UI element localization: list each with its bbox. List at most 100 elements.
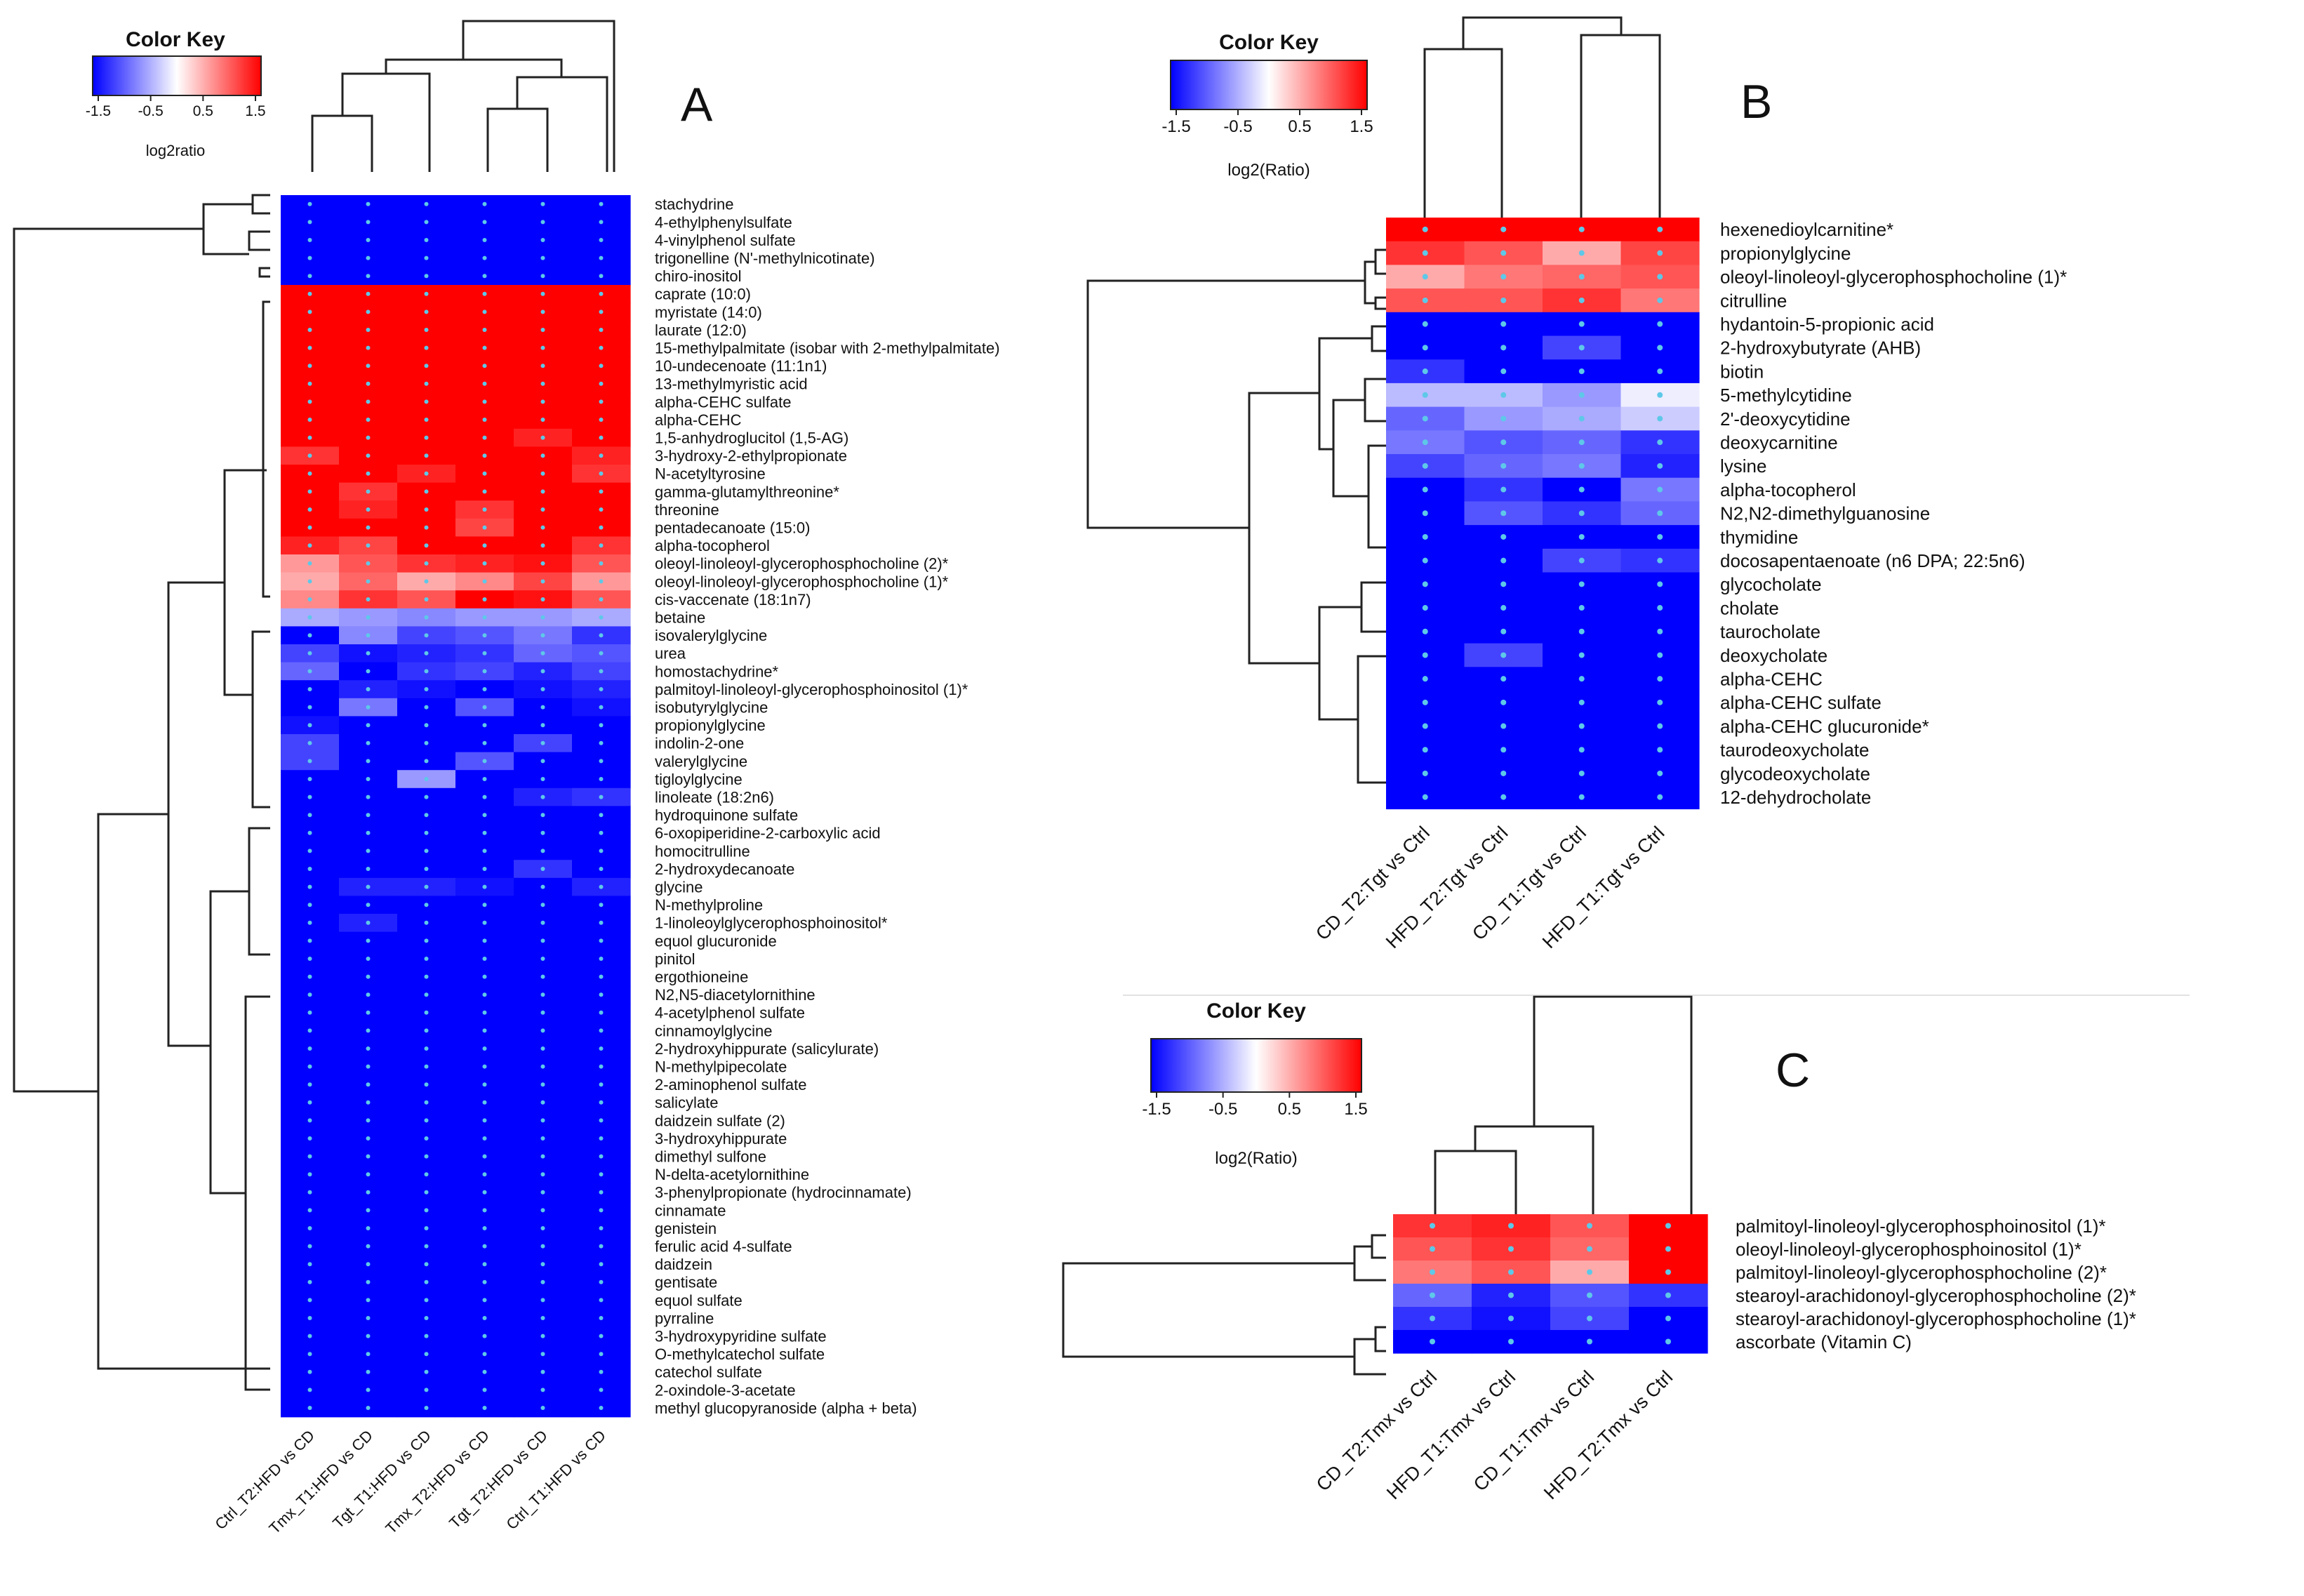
heatmap-cell-marker — [307, 1172, 312, 1177]
heatmap-cell-marker — [599, 849, 604, 853]
heatmap-cell-marker — [1657, 699, 1663, 705]
color-key-gradient — [1150, 1038, 1362, 1093]
heatmap-cell-marker — [540, 310, 545, 314]
heatmap-cell-marker — [599, 489, 604, 494]
heatmap-cell-marker — [1587, 1223, 1592, 1229]
heatmap-cell-marker — [1500, 628, 1507, 634]
row-label: 10-undecenoate (11:1n1) — [655, 357, 827, 375]
heatmap-cell-marker — [1578, 274, 1585, 280]
heatmap-cell-marker — [1500, 652, 1507, 658]
heatmap-cell-marker — [1578, 463, 1585, 469]
row-label: ferulic acid 4-sulfate — [655, 1238, 792, 1256]
heatmap-cell-marker — [307, 903, 312, 907]
row-label: N2,N2-dimethylguanosine — [1720, 503, 1930, 524]
heatmap-cell-marker — [1430, 1246, 1435, 1252]
heatmap-cell-marker — [482, 1190, 487, 1195]
row-label: 4-acetylphenol sulfate — [655, 1004, 805, 1022]
color-key-bar-b — [1170, 60, 1368, 110]
heatmap-cell-marker — [599, 615, 604, 620]
heatmap-cell-marker — [599, 651, 604, 656]
heatmap-cell-marker — [482, 1279, 487, 1284]
row-label: 3-hydroxy-2-ethylpropionate — [655, 447, 847, 465]
heatmap-cell-marker — [1500, 321, 1507, 327]
heatmap-cell-marker — [1508, 1269, 1514, 1275]
heatmap-cell-marker — [1657, 510, 1663, 517]
heatmap-cell-marker — [599, 1334, 604, 1338]
heatmap-cell-marker — [1665, 1292, 1671, 1298]
heatmap-cell-marker — [599, 274, 604, 279]
heatmap-cell-marker — [1422, 321, 1428, 327]
heatmap-cell-marker — [482, 777, 487, 781]
heatmap-cell-marker — [424, 1154, 429, 1159]
row-label: stearoyl-arachidonoyl-glycerophosphochol… — [1736, 1308, 2136, 1329]
row-label: pentadecanoate (15:0) — [655, 519, 810, 537]
heatmap-cell-marker — [1422, 274, 1428, 280]
heatmap-cell-marker — [1508, 1338, 1514, 1345]
panel-a-label: A — [681, 78, 713, 131]
heatmap-cell-marker — [599, 1352, 604, 1357]
heatmap-cell-marker — [599, 1316, 604, 1320]
heatmap-c — [1393, 1214, 1708, 1354]
heatmap-cell-marker — [307, 525, 312, 530]
heatmap-cell-marker — [424, 1208, 429, 1213]
heatmap-cell-marker — [366, 633, 371, 638]
heatmap-cell-marker — [540, 1369, 545, 1374]
heatmap-cell-marker — [307, 723, 312, 728]
heatmap-cell-marker — [424, 1118, 429, 1123]
heatmap-cell-marker — [540, 1262, 545, 1267]
color-key-scale-label-b: log2(Ratio) — [1227, 161, 1310, 180]
heatmap-cell-marker — [482, 507, 487, 512]
heatmap-cell-marker — [482, 794, 487, 799]
color-key-tick-label: -0.5 — [1208, 1100, 1237, 1119]
heatmap-cell-marker — [307, 777, 312, 781]
heatmap-cell-marker — [366, 291, 371, 296]
heatmap-cell-marker — [366, 1334, 371, 1338]
color-key-tick-label: 0.5 — [1288, 117, 1311, 136]
heatmap-cell-marker — [424, 1064, 429, 1069]
heatmap-cell-marker — [540, 1208, 545, 1213]
heatmap-cell-marker — [482, 1064, 487, 1069]
heatmap-cell-marker — [599, 201, 604, 206]
heatmap-cell-marker — [424, 957, 429, 961]
heatmap-cell-marker — [599, 561, 604, 566]
heatmap-cell-marker — [307, 1046, 312, 1051]
row-label: alpha-CEHC — [655, 411, 742, 429]
heatmap-cell-marker — [1430, 1269, 1435, 1275]
heatmap-cell-marker — [307, 1136, 312, 1141]
heatmap-cell-marker — [424, 1316, 429, 1320]
heatmap-cell-marker — [482, 1010, 487, 1015]
heatmap-cell-marker — [307, 238, 312, 242]
heatmap-cell-marker — [366, 1352, 371, 1357]
heatmap-cell-marker — [482, 1388, 487, 1392]
row-label: threonine — [655, 501, 719, 519]
heatmap-cell-marker — [424, 399, 429, 404]
heatmap-cell-marker — [366, 1262, 371, 1267]
heatmap-cell-marker — [366, 507, 371, 512]
heatmap-cell-marker — [1578, 628, 1585, 634]
heatmap-cell-marker — [307, 920, 312, 925]
heatmap-cell-marker — [540, 291, 545, 296]
heatmap-cell-marker — [1657, 581, 1663, 587]
color-key-tick-label: 0.5 — [193, 103, 213, 119]
heatmap-cell-marker — [1578, 581, 1585, 587]
heatmap-cell-marker — [307, 1316, 312, 1320]
heatmap-cell-marker — [366, 381, 371, 386]
heatmap-cell-marker — [424, 328, 429, 332]
heatmap-cell-marker — [540, 1298, 545, 1303]
column-label: Tgt_T1:HFD vs CD — [329, 1427, 434, 1532]
heatmap-cell-marker — [1422, 533, 1428, 540]
heatmap-cell-marker — [1657, 297, 1663, 303]
heatmap-cell-marker — [307, 1352, 312, 1357]
heatmap-cell-marker — [599, 867, 604, 871]
row-label: lysine — [1720, 455, 1766, 477]
heatmap-cell-marker — [1587, 1246, 1592, 1252]
heatmap-cell-marker — [307, 633, 312, 638]
heatmap-cell-marker — [366, 579, 371, 584]
heatmap-cell-marker — [307, 291, 312, 296]
heatmap-cell-marker — [1657, 439, 1663, 446]
heatmap-cell-marker — [366, 777, 371, 781]
row-label: 5-methylcytidine — [1720, 385, 1852, 406]
column-label: HFD_T1:Tmx vs Ctrl — [1383, 1366, 1519, 1503]
row-label: homocitrulline — [655, 842, 750, 860]
